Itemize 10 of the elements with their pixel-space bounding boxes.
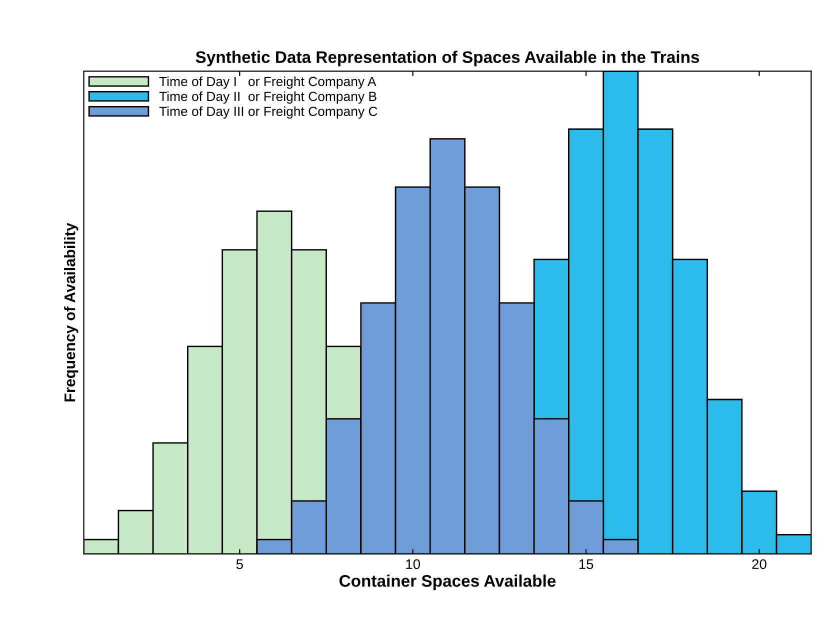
x-tick-label: 5 bbox=[236, 559, 243, 570]
chart-title: Synthetic Data Representation of Spaces Available in the Trains bbox=[196, 50, 700, 66]
legend-label: Time of Day II or Freight Company B bbox=[159, 91, 376, 104]
x-tick-label: 20 bbox=[752, 559, 766, 570]
legend-label: Time of Day III or Freight Company C bbox=[159, 106, 378, 119]
x-tick-label: 10 bbox=[406, 559, 420, 570]
x-tick-label: 15 bbox=[579, 559, 594, 570]
y-axis-title: Frequency of Availability bbox=[64, 222, 78, 402]
legend-label: Time of Day I or Freight Company A bbox=[159, 76, 376, 89]
x-axis-title: Container Spaces Available bbox=[340, 574, 556, 590]
